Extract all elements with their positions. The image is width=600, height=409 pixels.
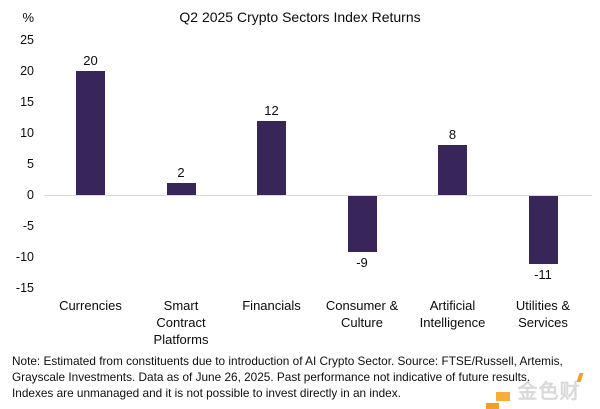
bar-value-label: 20 (83, 53, 98, 68)
x-axis-category-label: Consumer & Culture (314, 297, 410, 331)
bar-currencies (76, 71, 105, 195)
x-axis-category-line: Intelligence (419, 315, 486, 330)
x-axis-category-line: Utilities & (515, 298, 571, 313)
x-axis-category-label: Utilities & Services (495, 297, 591, 331)
x-axis-category-line: Consumer & (325, 298, 399, 313)
x-axis-category-label: Currencies (43, 297, 139, 314)
bar-artificial-intelligence (438, 145, 467, 195)
x-axis-category-line: Smart (163, 298, 199, 313)
y-axis-tick-label: 25 (20, 33, 34, 47)
x-axis-category-label: Smart Contract Platforms (133, 297, 229, 348)
bar-utilities-services (528, 196, 558, 265)
bar-financials (257, 120, 286, 195)
watermark-text: 金色财经 (517, 373, 600, 409)
x-axis-category-label: Artificial Intelligence (405, 297, 501, 331)
jinse-logo-block (496, 391, 510, 401)
source-note: Note: Estimated from constituents due to… (12, 354, 563, 401)
x-axis-category-line: Platforms (153, 332, 209, 347)
x-axis-zero-line (44, 195, 592, 196)
y-axis-tick-label: 15 (20, 95, 34, 109)
bar-consumer-culture (347, 196, 377, 252)
x-axis-category-line: Financials (242, 298, 301, 313)
jinse-logo-icon (486, 391, 511, 409)
source-note-line: Note: Estimated from constituents due to… (12, 354, 563, 368)
watermark-label: 金色财经 (517, 381, 581, 403)
y-axis-tick-label: 10 (20, 126, 34, 140)
x-axis-category-label: Financials (224, 297, 320, 314)
source-note-line: Grayscale Investments. Data as of June 2… (12, 369, 531, 384)
bar-smart-contract-platforms (166, 182, 196, 195)
watermark: 金色财经 (486, 373, 600, 409)
chart-title: Q2 2025 Crypto Sectors Index Returns (179, 9, 421, 25)
x-axis-category-line: Services (518, 315, 568, 330)
y-axis-tick-label: 20 (20, 64, 34, 78)
bar-value-label: 8 (448, 127, 457, 143)
bar-value-label: -11 (534, 267, 552, 283)
x-axis-category-line: Contract (156, 315, 206, 330)
x-axis-category-line: Artificial (429, 298, 476, 313)
jinse-logo-block (486, 402, 499, 409)
bar-value-label: 2 (177, 164, 185, 180)
y-axis-tick-label: 0 (27, 188, 34, 202)
y-axis-tick-label: -10 (15, 250, 34, 264)
bar-value-label: -9 (356, 254, 368, 270)
x-axis-category-line: Currencies (59, 298, 122, 313)
bar-value-label: 12 (264, 102, 279, 118)
y-axis-unit-label: % (22, 10, 34, 25)
x-axis-category-line: Culture (341, 315, 383, 330)
watermark-accent-mark (576, 373, 584, 382)
y-axis-tick-label: -5 (22, 219, 34, 233)
y-axis-tick-label: 5 (27, 157, 34, 171)
source-note-line: Indexes are unmanaged and it is not poss… (12, 385, 401, 400)
y-axis-tick-label: -15 (15, 281, 34, 295)
